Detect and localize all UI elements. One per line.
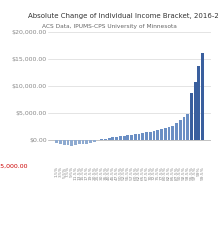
Bar [108, 138, 111, 140]
Bar [190, 93, 193, 140]
Bar [198, 66, 200, 140]
Bar [115, 137, 118, 140]
Bar [55, 140, 58, 143]
Bar [134, 134, 137, 140]
Bar [82, 140, 84, 144]
Bar [111, 137, 114, 140]
Bar [149, 132, 152, 140]
Text: -$5,000.00: -$5,000.00 [0, 164, 28, 169]
Bar [175, 123, 178, 140]
Bar [145, 132, 148, 140]
Bar [130, 135, 133, 140]
Bar [78, 140, 81, 144]
Bar [85, 140, 88, 143]
Bar [168, 127, 170, 140]
Bar [126, 135, 129, 140]
Bar [156, 130, 159, 140]
Bar [70, 140, 73, 146]
Bar [153, 131, 155, 140]
Bar [89, 140, 92, 143]
Bar [100, 139, 103, 140]
Bar [123, 136, 126, 140]
Bar [179, 120, 182, 140]
Bar [194, 82, 197, 140]
Bar [160, 129, 163, 140]
Bar [171, 126, 174, 140]
Bar [63, 140, 66, 145]
Bar [141, 133, 144, 140]
Bar [186, 114, 189, 140]
Bar [74, 140, 77, 145]
Bar [67, 140, 69, 146]
Text: ACS Data, IPUMS-CPS University of Minnesota: ACS Data, IPUMS-CPS University of Minnes… [42, 24, 176, 29]
Bar [201, 53, 204, 140]
Bar [104, 139, 107, 140]
Bar [164, 128, 167, 140]
Bar [93, 140, 95, 142]
Title: Absolute Change of Individual Income Bracket, 2016-2017: Absolute Change of Individual Income Bra… [28, 13, 218, 19]
Bar [182, 117, 185, 140]
Bar [119, 137, 122, 140]
Bar [138, 134, 140, 140]
Bar [59, 140, 62, 144]
